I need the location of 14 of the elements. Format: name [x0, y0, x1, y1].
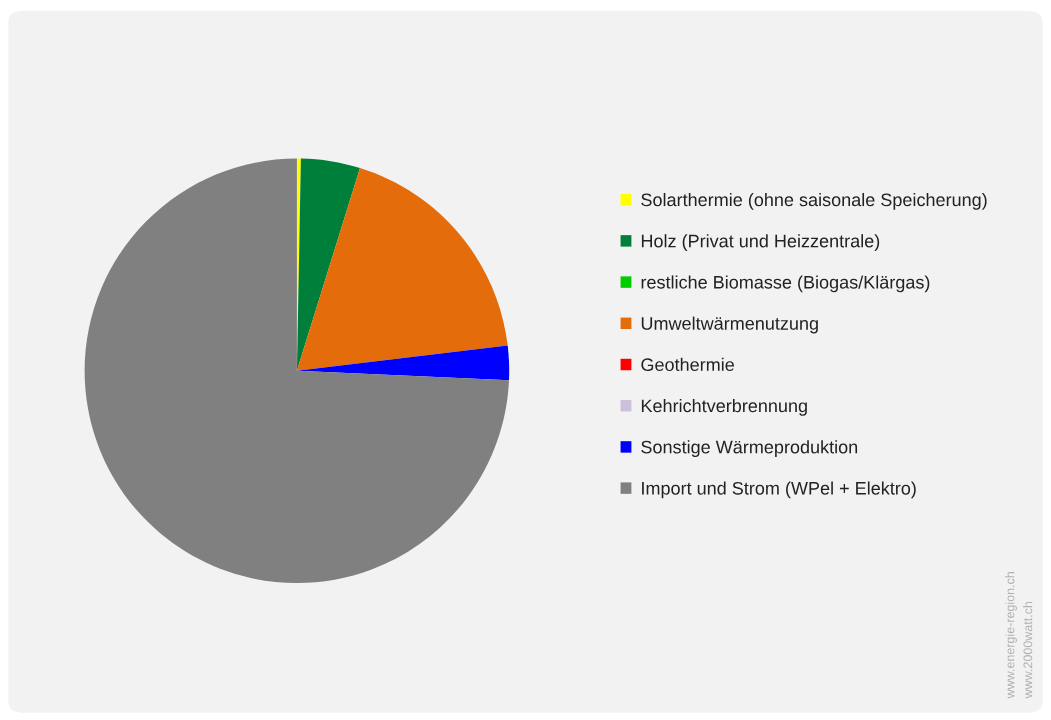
- legend-label: Holz (Privat und Heizzentrale): [641, 234, 880, 251]
- legend-label: Solarthermie (ohne saisonale Speicherung): [641, 192, 987, 210]
- pie-slice: [296, 158, 360, 371]
- legend-label: Kehrichtverbrennung: [641, 398, 807, 416]
- pie-slice: [296, 345, 510, 381]
- legend-label: Geothermie: [641, 357, 734, 372]
- legend-label: Umweltwärmenutzung: [641, 316, 818, 334]
- legend-label: Sonstige Wärmeproduktion: [641, 440, 858, 458]
- pie-slice: [84, 158, 509, 584]
- legend-label: restliche Biomasse (Biogas/Klärgas): [641, 275, 930, 293]
- text: www.energie-region.ch: [1005, 572, 1017, 699]
- pie-slice: [296, 168, 508, 371]
- text: www.2000watt.ch: [1023, 601, 1033, 699]
- legend-label: Import und Strom (WPel + Elektro): [642, 481, 916, 499]
